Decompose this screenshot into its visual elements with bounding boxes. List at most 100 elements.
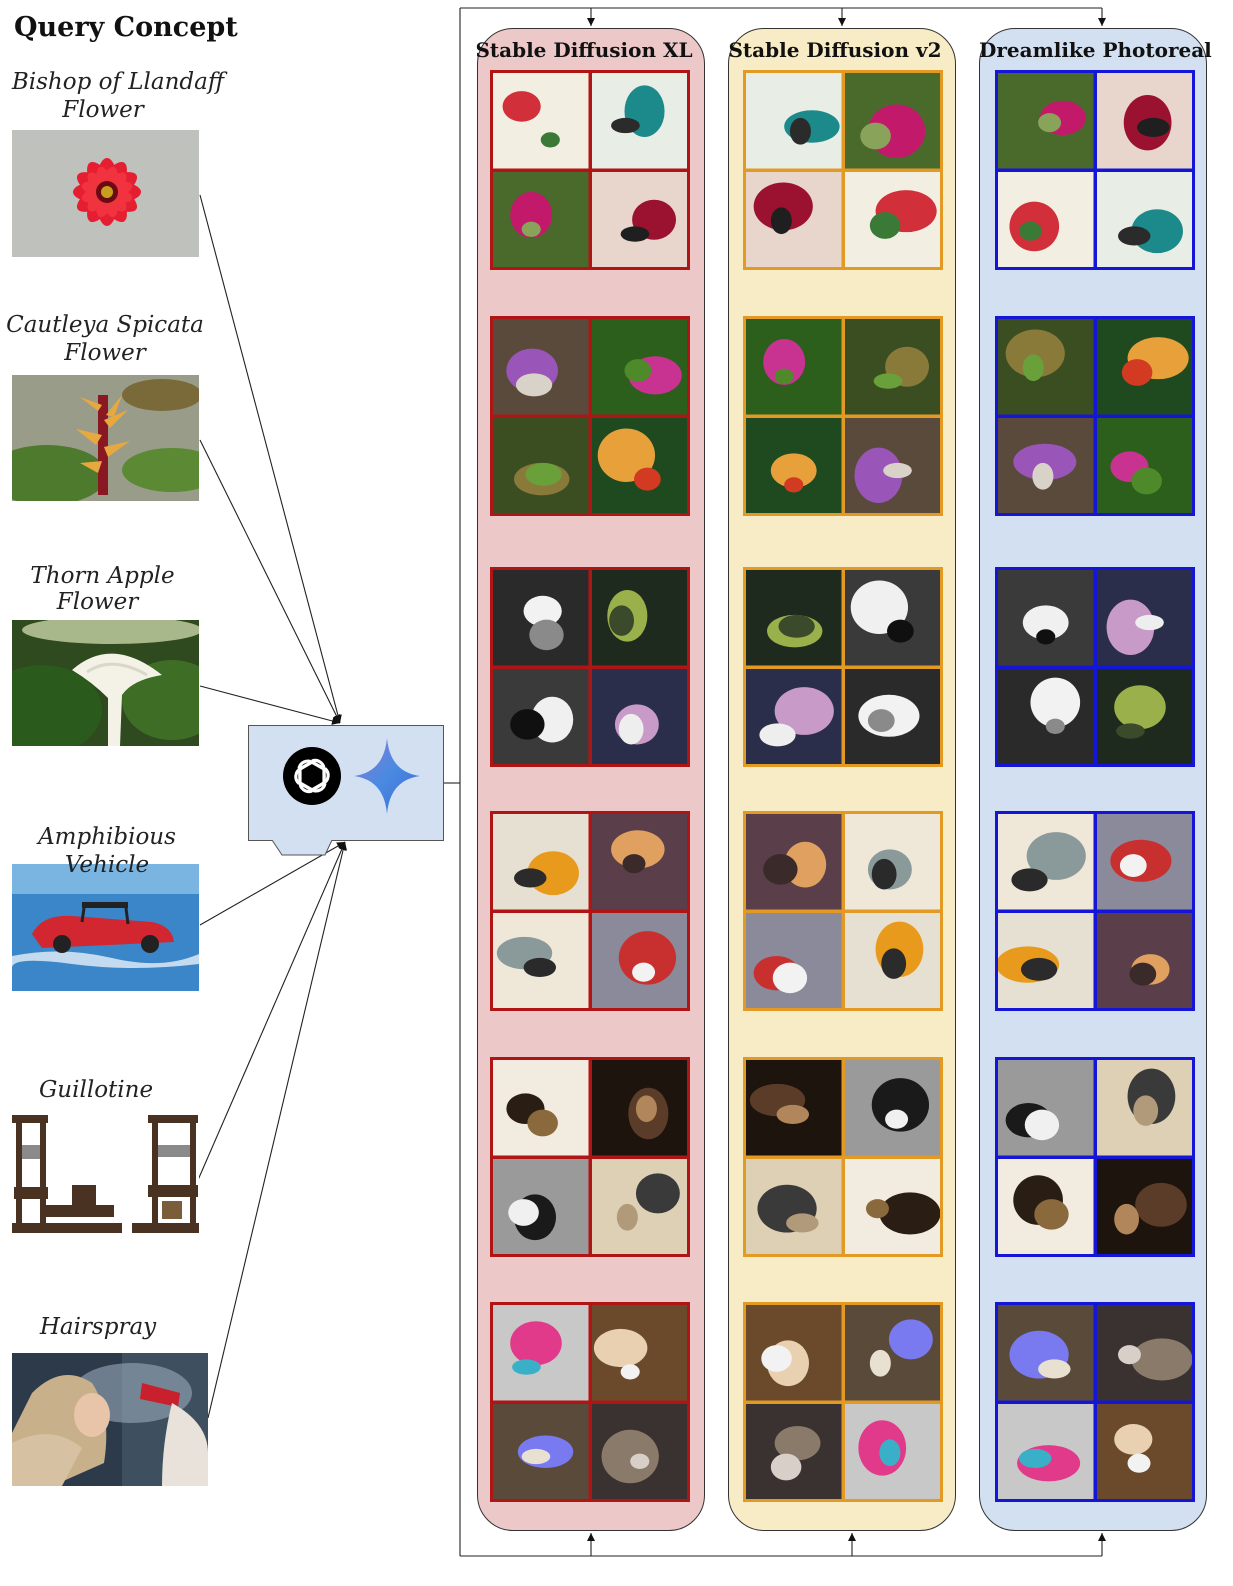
arrow-hairspray-to-llm <box>207 841 348 1419</box>
generated-image-sdv2-3-1 <box>746 570 842 666</box>
generated-image-sdv2-4-1 <box>746 814 842 910</box>
generated-image-dreamlike-4-3 <box>998 912 1094 1008</box>
generated-image-dreamlike-6-2 <box>1096 1305 1192 1401</box>
image-grid-sdxl-4 <box>490 811 690 1011</box>
generated-image-sdv2-6-2 <box>844 1305 940 1401</box>
generated-image-sdxl-5-3 <box>493 1158 589 1254</box>
column-stable-diffusion-v2 <box>728 28 956 1531</box>
concept-label-line: Guillotine <box>38 1077 154 1103</box>
image-grid-sdxl-3 <box>490 567 690 767</box>
generated-image-sdv2-1-1 <box>746 73 842 169</box>
concept-label-line: Cautleya Spicata <box>6 312 204 338</box>
generated-image-sdxl-4-3 <box>493 912 589 1008</box>
generated-image-sdv2-3-3 <box>746 668 842 764</box>
column-title-sdxl: Stable Diffusion XL <box>475 38 693 62</box>
image-grid-dreamlike-3 <box>995 567 1195 767</box>
thorn-apple-photo <box>12 620 199 746</box>
concept-label-line: Bishop of Llandaff <box>11 69 225 95</box>
column-dreamlike-photoreal <box>979 28 1207 1531</box>
generated-image-sdxl-1-2 <box>591 73 687 169</box>
amphibious-vehicle-photo <box>12 864 199 991</box>
generated-image-dreamlike-2-2 <box>1096 319 1192 415</box>
guillotine-photo <box>12 1115 199 1241</box>
image-grid-sdv2-3 <box>743 567 943 767</box>
generated-image-dreamlike-5-4 <box>1096 1158 1192 1254</box>
generated-image-sdxl-4-2 <box>591 814 687 910</box>
image-grid-sdv2-1 <box>743 70 943 270</box>
generated-image-sdxl-5-2 <box>591 1060 687 1156</box>
generated-image-sdxl-2-3 <box>493 417 589 513</box>
image-grid-sdxl-5 <box>490 1057 690 1257</box>
generated-image-sdxl-4-4 <box>591 912 687 1008</box>
openai-logo-icon <box>283 747 341 805</box>
generated-image-sdxl-6-3 <box>493 1403 589 1499</box>
generated-image-sdxl-2-1 <box>493 319 589 415</box>
generated-image-dreamlike-5-2 <box>1096 1060 1192 1156</box>
arrow-guillotine-to-llm <box>197 841 346 1181</box>
hairspray-photo <box>12 1353 208 1486</box>
generated-image-dreamlike-3-4 <box>1096 668 1192 764</box>
generated-image-dreamlike-5-3 <box>998 1158 1094 1254</box>
generated-image-sdxl-3-3 <box>493 668 589 764</box>
generated-image-sdv2-1-3 <box>746 171 842 267</box>
generated-image-sdxl-1-4 <box>591 171 687 267</box>
generated-image-sdv2-5-4 <box>844 1158 940 1254</box>
generated-image-dreamlike-6-4 <box>1096 1403 1192 1499</box>
arrow-dahlia-to-llm <box>199 194 342 724</box>
generated-image-sdxl-5-1 <box>493 1060 589 1156</box>
generated-image-sdxl-1-1 <box>493 73 589 169</box>
image-grid-dreamlike-4 <box>995 811 1195 1011</box>
image-grid-sdxl-2 <box>490 316 690 516</box>
image-grid-dreamlike-5 <box>995 1057 1195 1257</box>
generated-image-sdv2-3-4 <box>844 668 940 764</box>
generated-image-dreamlike-2-4 <box>1096 417 1192 513</box>
generated-image-sdxl-6-1 <box>493 1305 589 1401</box>
generated-image-dreamlike-6-3 <box>998 1403 1094 1499</box>
concept-label-vehicle: Amphibious Vehicle <box>0 823 214 879</box>
concept-label-line: Hairspray <box>39 1314 157 1340</box>
image-grid-sdv2-2 <box>743 316 943 516</box>
generated-image-dreamlike-4-1 <box>998 814 1094 910</box>
concept-label-line: Flower <box>62 97 144 124</box>
llm-box-tail <box>271 840 333 856</box>
generated-image-sdxl-3-2 <box>591 570 687 666</box>
generated-image-sdxl-6-2 <box>591 1305 687 1401</box>
generated-image-dreamlike-3-3 <box>998 668 1094 764</box>
generated-image-dreamlike-4-4 <box>1096 912 1192 1008</box>
image-grid-sdv2-5 <box>743 1057 943 1257</box>
generated-image-dreamlike-1-2 <box>1096 73 1192 169</box>
image-grid-sdxl-6 <box>490 1302 690 1502</box>
cautleya-spicata-photo <box>12 375 199 501</box>
generated-image-dreamlike-2-3 <box>998 417 1094 513</box>
generated-image-sdv2-6-1 <box>746 1305 842 1401</box>
generated-image-sdxl-3-1 <box>493 570 589 666</box>
generated-image-dreamlike-1-3 <box>998 171 1094 267</box>
concept-label-line: Flower <box>56 589 139 616</box>
image-grid-sdv2-4 <box>743 811 943 1011</box>
image-grid-dreamlike-2 <box>995 316 1195 516</box>
generated-image-sdv2-3-2 <box>844 570 940 666</box>
concept-label-line: Thorn Apple <box>30 563 175 589</box>
generated-image-sdv2-6-4 <box>844 1403 940 1499</box>
generated-image-sdxl-6-4 <box>591 1403 687 1499</box>
generated-image-sdv2-5-2 <box>844 1060 940 1156</box>
red-dahlia-photo <box>12 130 199 257</box>
generated-image-dreamlike-3-2 <box>1096 570 1192 666</box>
image-grid-dreamlike-6 <box>995 1302 1195 1502</box>
generated-image-sdv2-2-4 <box>844 417 940 513</box>
column-title-dreamlike: Dreamlike Photoreal <box>979 38 1212 62</box>
generated-image-dreamlike-6-1 <box>998 1305 1094 1401</box>
concept-label-dahlia: Bishop of Llandaff Flower <box>8 68 228 124</box>
generated-image-dreamlike-3-1 <box>998 570 1094 666</box>
generated-image-sdv2-2-2 <box>844 319 940 415</box>
generated-image-dreamlike-1-1 <box>998 73 1094 169</box>
generated-image-sdv2-5-3 <box>746 1158 842 1254</box>
generated-image-sdxl-4-1 <box>493 814 589 910</box>
column-stable-diffusion-xl <box>477 28 705 1531</box>
concept-label-line: Amphibious Vehicle <box>38 824 176 879</box>
generated-image-sdxl-5-4 <box>591 1158 687 1254</box>
arrow-cautleya-to-llm <box>199 439 341 724</box>
generated-image-dreamlike-5-1 <box>998 1060 1094 1156</box>
generated-image-dreamlike-2-1 <box>998 319 1094 415</box>
image-grid-dreamlike-1 <box>995 70 1195 270</box>
